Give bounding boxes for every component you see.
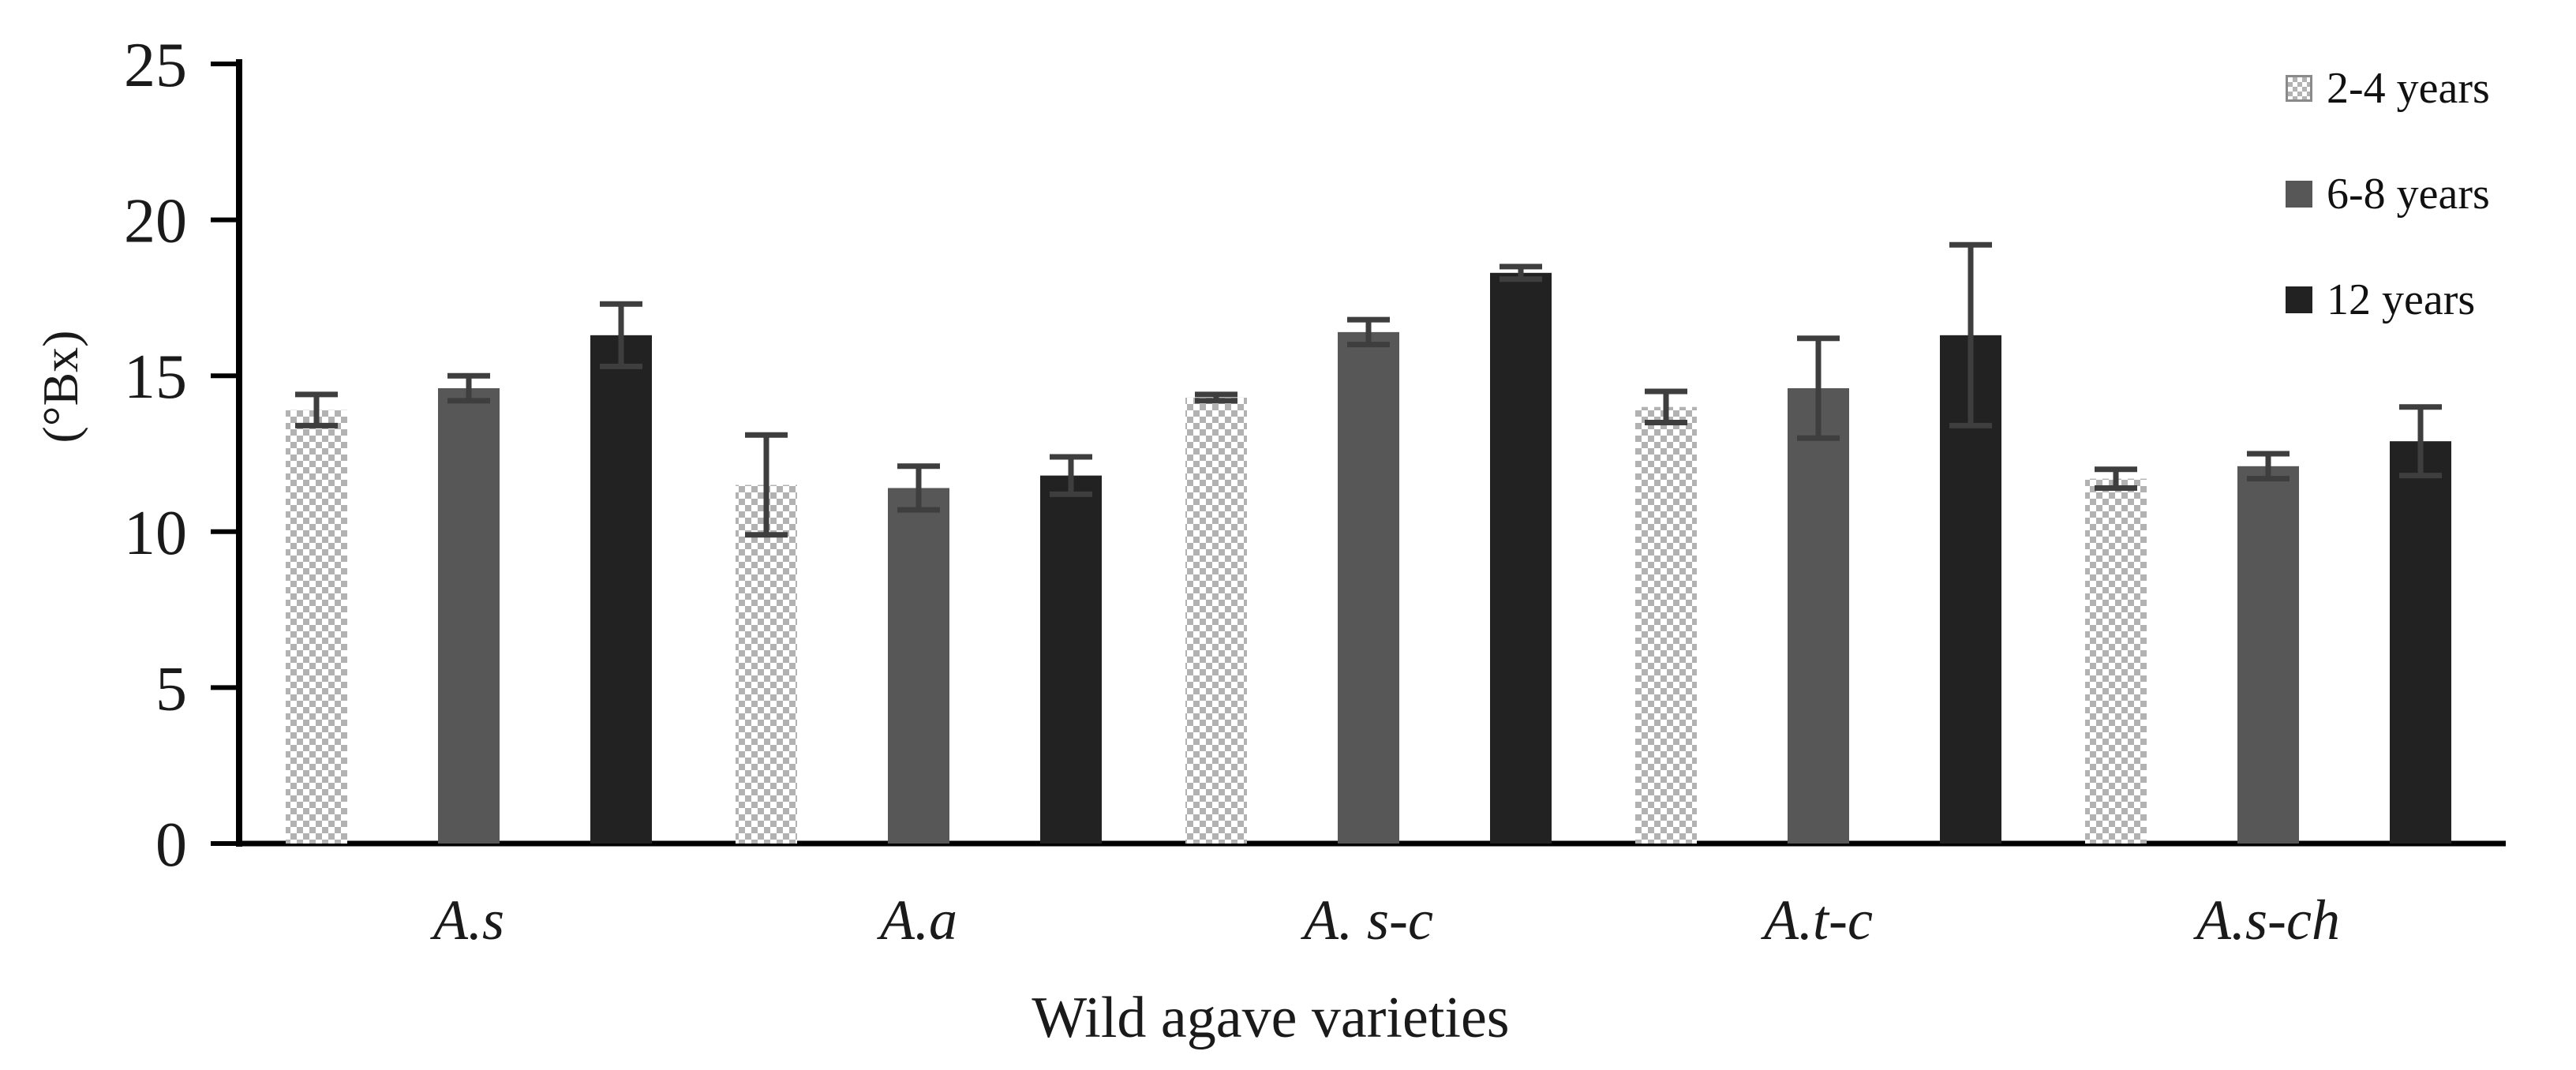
x-category-label: A.s	[430, 889, 504, 952]
plot-area: 0 5 10 15 20 25 A.s A.a A. s-c A.t-c A.s-ch	[124, 31, 2506, 952]
y-tick-label: 20	[124, 187, 187, 256]
bar-A.a-2-4 years	[736, 484, 797, 844]
bar-A.t-c-6-8 years	[1788, 388, 1849, 844]
legend-label: 6-8 years	[2327, 170, 2490, 219]
y-tick-label: 25	[124, 31, 187, 100]
y-tick-label: 15	[124, 342, 187, 412]
x-category-label: A.a	[877, 889, 957, 952]
legend-item-2-4-years: 2-4 years	[2286, 64, 2490, 113]
bar-A. s-c-2-4 years	[1185, 397, 1247, 844]
y-axis-title: (°Bx)	[32, 330, 88, 443]
y-tick-label: 10	[124, 499, 187, 568]
bar-A.s-6-8 years	[438, 388, 500, 844]
bar-A.a-6-8 years	[888, 488, 949, 844]
legend: 2-4 years 6-8 years 12 years	[2286, 64, 2490, 383]
bar-A.s-ch-12 years	[2390, 441, 2451, 844]
legend-label: 12 years	[2327, 275, 2476, 324]
x-axis-title: Wild agave varieties	[1032, 986, 1510, 1050]
bar-A.a-12 years	[1040, 475, 1102, 844]
bar-A.s-12 years	[590, 335, 652, 844]
bar-A.s-ch-6-8 years	[2237, 466, 2299, 844]
bar-A. s-c-12 years	[1490, 272, 1552, 844]
x-category-label: A. s-c	[1301, 889, 1433, 952]
x-category-label: A.t-c	[1761, 889, 1873, 952]
legend-swatch-black-icon	[2286, 286, 2312, 313]
legend-item-6-8-years: 6-8 years	[2286, 170, 2490, 219]
y-tick-label: 0	[155, 810, 187, 880]
y-tick-label: 5	[155, 654, 187, 724]
bar-A. s-c-6-8 years	[1338, 331, 1399, 844]
x-category-label: A.s-ch	[2193, 889, 2340, 952]
legend-item-12-years: 12 years	[2286, 275, 2490, 324]
legend-swatch-gray-icon	[2286, 181, 2312, 208]
bar-A.s-ch-2-4 years	[2085, 478, 2147, 844]
legend-swatch-checker-icon	[2286, 75, 2312, 102]
bar-A.s-2-4 years	[286, 410, 347, 844]
legend-label: 2-4 years	[2327, 64, 2490, 113]
bar-A.t-c-2-4 years	[1635, 406, 1697, 844]
